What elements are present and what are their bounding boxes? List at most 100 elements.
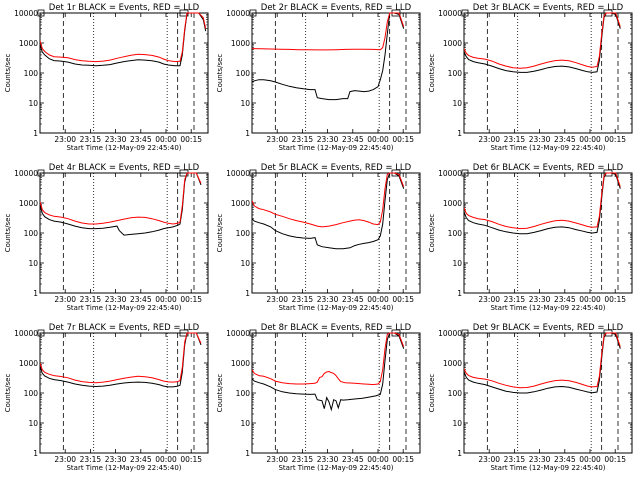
x-tick-label: 00:00 [155,295,177,304]
x-tick-label: 23:30 [105,455,127,464]
marker-box [461,9,469,17]
x-tick-label: 00:00 [155,135,177,144]
x-tick-label: 23:30 [317,135,339,144]
detector-panel-7: Det 7r BLACK = Events, RED = LLD 1 10 100 10… [4,323,209,472]
x-tick-label: 23:30 [317,455,339,464]
y-tick-label: 1000 [231,199,250,208]
panel-title: Det 5r BLACK = Events, RED = LLD [261,163,412,173]
y-axis-label: Counts/sec [216,214,224,253]
lld-series-line [40,172,202,225]
x-tick-label: 23:00 [54,135,76,144]
x-axis-label: Start Time (12-May-09 22:45:40) [490,464,605,472]
y-tick-label: 1 [457,129,462,138]
y-tick-label: 100 [236,69,251,78]
x-tick-label: 00:15 [180,455,202,464]
detector-panel-1: Det 1r BLACK = Events, RED = LLD 1 10 100 10… [4,3,209,152]
x-tick-label: 23:30 [529,295,551,304]
x-tick-label: 23:15 [80,135,102,144]
y-tick-label: 1000 [231,359,250,368]
panel-title: Det 3r BLACK = Events, RED = LLD [473,3,624,13]
lld-series-line [464,332,621,389]
x-tick-label: 00:00 [367,295,389,304]
y-tick-label: 10 [240,419,250,428]
panel-title: Det 8r BLACK = Events, RED = LLD [261,323,412,333]
x-tick-label: 23:15 [80,455,102,464]
x-tick-label: 23:15 [80,295,102,304]
x-tick-label: 23:15 [504,295,526,304]
x-tick-label: 23:15 [292,135,314,144]
x-tick-label: 00:15 [604,135,626,144]
x-tick-label: 23:45 [554,455,576,464]
y-tick-label: 10 [452,99,462,108]
x-axis-label: Start Time (12-May-09 22:45:40) [66,464,181,472]
y-tick-label: 1 [33,449,38,458]
x-tick-label: 00:15 [392,135,414,144]
y-tick-label: 10000 [14,329,38,338]
panel-title: Det 9r BLACK = Events, RED = LLD [473,323,624,333]
y-axis-label: Counts/sec [428,214,436,253]
x-axis-label: Start Time (12-May-09 22:45:40) [278,464,393,472]
lld-series-line [252,12,405,51]
y-tick-label: 1000 [19,39,38,48]
x-tick-label: 23:15 [504,135,526,144]
y-tick-label: 10 [452,259,462,268]
y-tick-label: 100 [24,229,39,238]
y-tick-label: 10 [240,259,250,268]
x-tick-label: 00:00 [579,135,601,144]
lld-series-line [252,172,405,228]
panel-title: Det 1r BLACK = Events, RED = LLD [49,3,200,13]
x-tick-label: 23:30 [317,295,339,304]
events-series-line [252,12,405,101]
x-tick-label: 23:45 [342,135,364,144]
marker-box [37,169,45,177]
x-tick-label: 00:15 [392,295,414,304]
detector-panel-2: Det 2r BLACK = Events, RED = LLD 1 10 100 10… [216,3,421,152]
y-tick-label: 10000 [14,9,38,18]
x-tick-label: 23:45 [130,455,152,464]
y-tick-label: 10000 [226,9,250,18]
y-tick-label: 100 [236,229,251,238]
y-tick-label: 100 [24,69,39,78]
x-tick-label: 00:00 [155,455,177,464]
y-tick-label: 10000 [438,169,462,178]
x-tick-label: 00:15 [180,295,202,304]
y-tick-label: 10000 [14,169,38,178]
x-tick-label: 23:00 [266,295,288,304]
x-tick-label: 00:00 [579,455,601,464]
x-tick-label: 23:45 [342,455,364,464]
detector-panel-5: Det 5r BLACK = Events, RED = LLD 1 10 100 10… [216,163,421,312]
panel-title: Det 2r BLACK = Events, RED = LLD [261,3,412,13]
x-tick-label: 23:00 [478,135,500,144]
y-tick-label: 1000 [443,39,462,48]
panel-title: Det 6r BLACK = Events, RED = LLD [473,163,624,173]
y-tick-label: 100 [448,389,463,398]
x-tick-label: 00:00 [367,135,389,144]
y-tick-label: 10 [28,99,38,108]
y-axis-label: Counts/sec [216,374,224,413]
lld-series-line [252,332,405,386]
detector-panel-6: Det 6r BLACK = Events, RED = LLD 1 10 100 10… [428,163,633,312]
y-tick-label: 10000 [438,9,462,18]
y-tick-label: 10 [28,419,38,428]
y-tick-label: 10000 [438,329,462,338]
y-tick-label: 1000 [19,359,38,368]
x-tick-label: 00:00 [579,295,601,304]
detector-panel-8: Det 8r BLACK = Events, RED = LLD 1 10 100 10… [216,323,421,472]
x-tick-label: 00:15 [180,135,202,144]
x-tick-label: 23:30 [105,135,127,144]
y-tick-label: 1 [245,449,250,458]
y-axis-label: Counts/sec [428,54,436,93]
x-tick-label: 23:15 [504,455,526,464]
marker-box [37,9,45,17]
x-axis-label: Start Time (12-May-09 22:45:40) [66,304,181,312]
y-tick-label: 1000 [443,199,462,208]
y-axis-label: Counts/sec [4,54,12,93]
detector-panel-9: Det 9r BLACK = Events, RED = LLD 1 10 100 10… [428,323,633,472]
x-axis-label: Start Time (12-May-09 22:45:40) [490,304,605,312]
x-tick-label: 00:15 [604,455,626,464]
x-tick-label: 23:00 [54,455,76,464]
y-tick-label: 1 [33,289,38,298]
y-tick-label: 10000 [226,169,250,178]
x-tick-label: 23:00 [478,295,500,304]
